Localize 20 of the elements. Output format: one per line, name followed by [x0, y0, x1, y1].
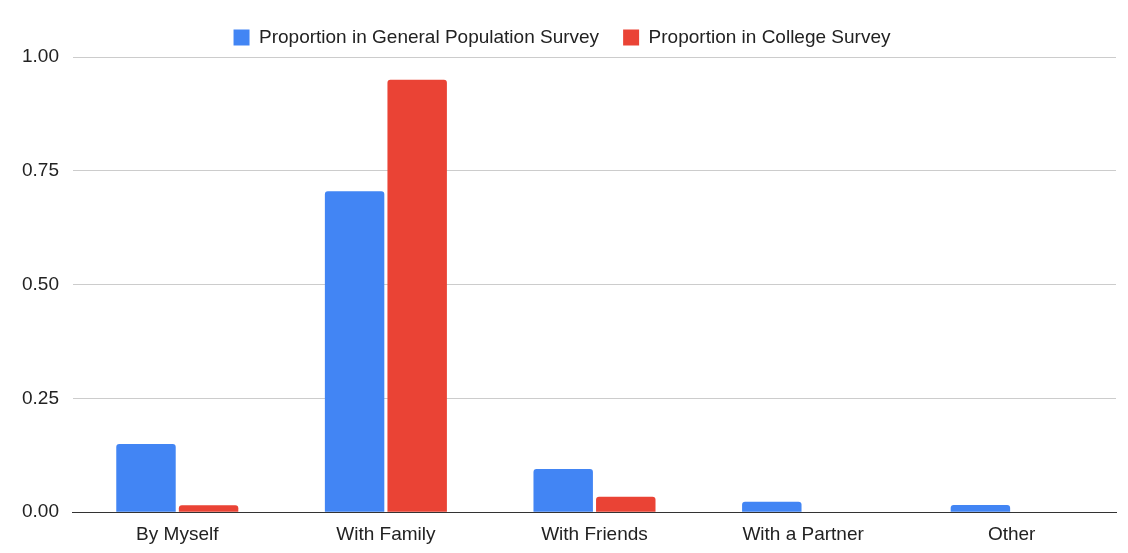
bar [178, 505, 239, 512]
bar [387, 79, 447, 512]
x-tick-label: By Myself [136, 522, 220, 544]
x-tick-label: Other [987, 522, 1037, 544]
bar [324, 191, 385, 512]
x-tick-label: With Friends [541, 522, 648, 544]
bar [596, 496, 656, 512]
y-tick-label: 0.75 [22, 159, 59, 181]
y-tick-label: 0.25 [22, 386, 59, 408]
x-tick-label: With a Partner [742, 522, 865, 544]
y-tick-label: 0.50 [22, 272, 59, 294]
legend-label: Proportion in General Population Survey [259, 25, 600, 47]
y-tick-label: 1.00 [22, 45, 59, 67]
bar [533, 468, 593, 512]
x-tick-label: With Family [336, 522, 436, 544]
bar [116, 443, 176, 512]
legend-label: Proportion in College Survey [648, 25, 891, 47]
y-tick-label: 0.00 [22, 500, 59, 522]
bar [742, 501, 802, 512]
bar [950, 504, 1011, 512]
